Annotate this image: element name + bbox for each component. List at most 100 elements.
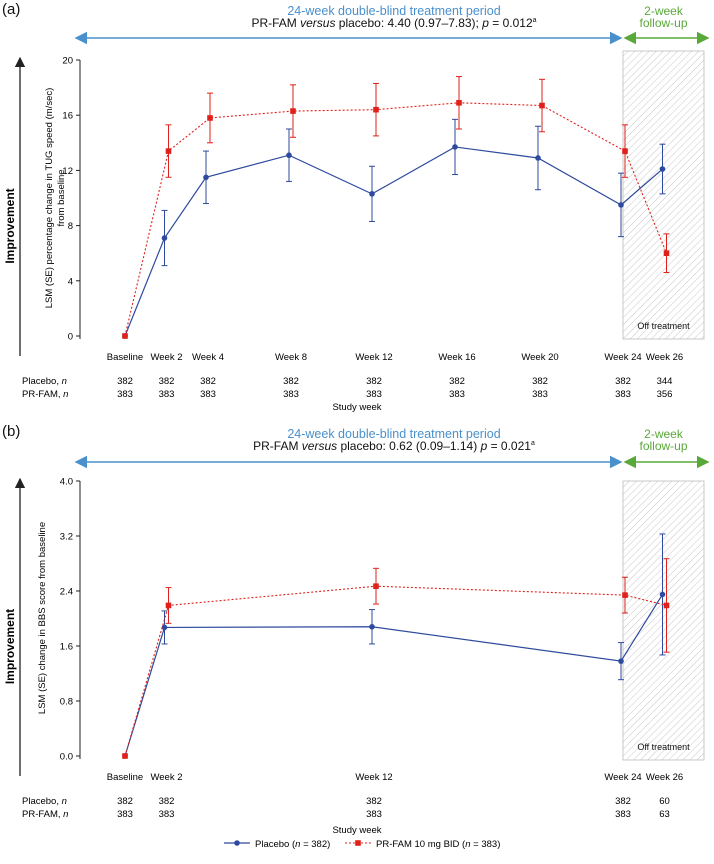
prfam-point [165, 148, 172, 154]
legend-placebo-marker [234, 840, 240, 846]
placebo-point [369, 191, 375, 197]
prfam-point [122, 753, 128, 759]
off-treatment-label: Off treatment [637, 742, 690, 752]
n-value: 382 [159, 796, 175, 807]
n-value: 382 [159, 376, 175, 387]
x-tick-label: Week 8 [275, 352, 307, 363]
n-value: 383 [366, 809, 382, 820]
off-treatment-region [622, 480, 705, 761]
placebo-line [124, 594, 664, 757]
n-value: 382 [366, 376, 382, 387]
x-tick-label: Week 12 [355, 352, 392, 363]
panel-label: (a) [2, 1, 20, 18]
n-row-label: Placebo, n [22, 796, 67, 807]
prfam-point [456, 99, 462, 106]
n-value: 382 [615, 796, 631, 807]
chart-panel-b: Off treatment (b) 24-week double-blind tre… [2, 423, 710, 836]
placebo-point [618, 658, 624, 664]
y-tick-label: 0 [68, 332, 73, 343]
prfam-point [539, 102, 545, 109]
placebo-point [161, 235, 168, 241]
placebo-point [659, 166, 666, 172]
placebo-point [161, 624, 168, 631]
y-tick-label: 1.6 [60, 642, 73, 653]
stat-line: PR-FAM versus placebo: 4.40 (0.97–7.83);… [251, 16, 536, 30]
x-tick-label: Week 24 [604, 352, 641, 363]
n-value: 356 [657, 389, 673, 400]
n-row-label: PR-FAM, n [22, 809, 68, 820]
prfam-point [622, 592, 628, 598]
y-axis-title: LSM (SE) percentage change in TUG speed … [44, 88, 67, 309]
x-tick-label: Week 12 [355, 772, 392, 783]
n-value: 383 [449, 389, 465, 400]
prfam-point [373, 583, 379, 589]
prfam-point [663, 250, 670, 256]
period-label: 24-week double-blind treatment period [287, 427, 500, 441]
followup-label-line1: 2-week [644, 4, 684, 18]
legend-placebo-label: Placebo (n = 382) [255, 839, 330, 850]
prfam-point [663, 602, 670, 609]
y-tick-label: 4 [68, 276, 73, 287]
x-tick-label: Week 26 [646, 352, 683, 363]
prfam-line [124, 585, 667, 757]
x-tick-label: Week 26 [646, 772, 683, 783]
n-value: 383 [159, 809, 175, 820]
n-value: 383 [615, 389, 631, 400]
n-value: 382 [200, 376, 216, 387]
n-value: 60 [659, 796, 670, 807]
y-tick-label: 20 [62, 56, 73, 67]
x-axis-title: Study week [332, 825, 381, 836]
prfam-point [290, 108, 296, 114]
n-value: 383 [532, 389, 548, 400]
x-tick-label: Week 2 [150, 352, 182, 363]
prfam-point [622, 148, 628, 154]
n-value: 382 [449, 376, 465, 387]
followup-label-line2: follow-up [639, 16, 687, 30]
x-tick-label: Baseline [107, 772, 143, 783]
n-row-label: PR-FAM, n [22, 389, 68, 400]
n-value: 383 [366, 389, 382, 400]
n-value: 382 [117, 376, 133, 387]
prfam-point [122, 333, 128, 339]
n-value: 382 [283, 376, 299, 387]
prfam-line [124, 102, 668, 337]
x-tick-label: Week 16 [438, 352, 475, 363]
legend-prfam-label: PR-FAM 10 mg BID (n = 383) [376, 839, 500, 850]
placebo-point [535, 155, 541, 161]
legend: Placebo (n = 382) PR-FAM 10 mg BID (n = … [224, 839, 500, 850]
followup-label-line1: 2-week [644, 427, 684, 441]
x-tick-label: Week 2 [150, 772, 182, 783]
placebo-point [369, 623, 375, 630]
y-tick-label: 16 [62, 111, 73, 122]
n-value: 383 [117, 809, 133, 820]
placebo-point [203, 174, 209, 181]
x-axis-title: Study week [332, 402, 381, 413]
y-tick-label: 2.4 [60, 587, 73, 598]
x-tick-label: Week 20 [521, 352, 558, 363]
placebo-point [659, 591, 666, 598]
n-value: 382 [117, 796, 133, 807]
y-tick-label: 0.0 [60, 752, 73, 763]
placebo-point [286, 152, 292, 159]
y-tick-label: 0.8 [60, 697, 73, 708]
off-treatment-region [622, 50, 705, 340]
improvement-label: Improvement [3, 609, 17, 684]
placebo-point [452, 144, 458, 150]
followup-label-line2: follow-up [639, 439, 687, 453]
y-tick-label: 3.2 [60, 532, 73, 543]
n-value: 383 [283, 389, 299, 400]
panel-label: (b) [2, 423, 20, 440]
x-tick-label: Baseline [107, 352, 143, 363]
x-tick-label: Week 4 [192, 352, 224, 363]
y-axis-title: LSM (SE) change in BBS score from baseli… [37, 522, 48, 714]
y-tick-label: 8 [68, 221, 73, 232]
y-tick-label: 12 [62, 166, 73, 177]
period-label: 24-week double-blind treatment period [287, 4, 500, 18]
n-value: 383 [159, 389, 175, 400]
placebo-point [618, 202, 624, 208]
off-treatment-label: Off treatment [637, 321, 690, 331]
n-value: 382 [532, 376, 548, 387]
y-tick-label: 4.0 [60, 477, 73, 488]
n-value: 382 [366, 796, 382, 807]
